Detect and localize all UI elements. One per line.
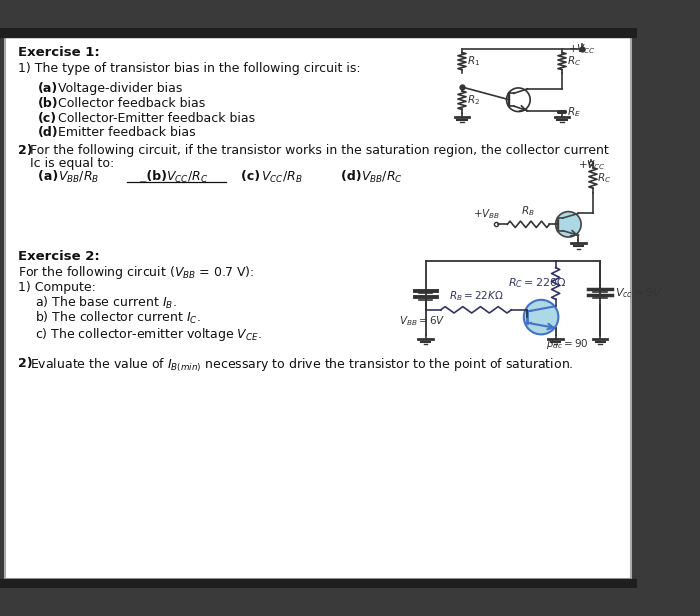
Text: c) The collector-emitter voltage $V_{CE}$.: c) The collector-emitter voltage $V_{CE}… [34,326,262,343]
Text: $\beta_{dc}=90$: $\beta_{dc}=90$ [545,337,589,351]
Text: Collector-Emitter feedback bias: Collector-Emitter feedback bias [54,111,255,124]
Text: (a): (a) [38,170,63,183]
Text: $R_1$: $R_1$ [466,54,480,68]
Text: For the following circuit, if the transistor works in the saturation region, the: For the following circuit, if the transi… [30,144,609,157]
Text: a) The base current $I_B$.: a) The base current $I_B$. [34,295,176,311]
Circle shape [524,300,559,334]
Text: (c): (c) [241,170,265,183]
Text: Evaluate the value of $I_{B(min)}$ necessary to drive the transistor to the poin: Evaluate the value of $I_{B(min)}$ neces… [30,357,573,375]
Bar [0,579,636,588]
Text: (b): (b) [38,97,59,110]
Text: (d): (d) [341,170,366,183]
Text: Exercise 2:: Exercise 2: [18,250,100,263]
Text: $+V_{CC}$: $+V_{CC}$ [578,158,606,172]
Text: (d): (d) [38,126,59,139]
Text: $R_C=220\Omega$: $R_C=220\Omega$ [508,277,567,290]
Text: $R_2$: $R_2$ [466,93,480,107]
Text: Emitter feedback bias: Emitter feedback bias [54,126,195,139]
Text: 2): 2) [18,144,33,157]
Text: $V_{cc}=9V$: $V_{cc}=9V$ [615,286,662,301]
Text: $V_{CC}/R_C$: $V_{CC}/R_C$ [165,170,208,185]
Text: (c): (c) [38,111,57,124]
Text: Exercise 1:: Exercise 1: [18,46,100,59]
Text: $R_B=22K\Omega$: $R_B=22K\Omega$ [449,290,503,304]
Circle shape [556,212,581,237]
Text: $V_{BB}/R_B$: $V_{BB}/R_B$ [58,170,99,185]
Text: (a): (a) [38,83,58,95]
Text: b) The collector current $I_C$.: b) The collector current $I_C$. [34,310,201,326]
Text: $R_B$: $R_B$ [522,204,536,218]
Text: $V_{BB}=6V$: $V_{BB}=6V$ [399,314,445,328]
Text: Voltage-divider bias: Voltage-divider bias [54,83,183,95]
Text: $R_C$: $R_C$ [566,54,581,68]
Circle shape [507,88,530,111]
Text: 1) Compute:: 1) Compute: [18,281,96,294]
Text: 2): 2) [18,357,33,370]
Text: $+V_{BB}$: $+V_{BB}$ [473,207,500,221]
Bar [0,28,636,37]
Text: 1) The type of transistor bias in the following circuit is:: 1) The type of transistor bias in the fo… [18,62,360,75]
Text: $+V_{CC}$: $+V_{CC}$ [568,43,596,56]
Text: Collector feedback bias: Collector feedback bias [54,97,205,110]
FancyBboxPatch shape [6,37,631,579]
Text: $V_{CC}/R_B$: $V_{CC}/R_B$ [261,170,302,185]
Text: _(b): _(b) [127,170,172,183]
Text: $R_E$: $R_E$ [566,105,580,119]
Text: $V_{BB}/R_C$: $V_{BB}/R_C$ [361,170,403,185]
Text: $R_C$: $R_C$ [598,171,612,185]
Text: Ic is equal to:: Ic is equal to: [30,157,114,170]
Text: For the following circuit ($V_{BB}$ = 0.7 V):: For the following circuit ($V_{BB}$ = 0.… [18,264,255,282]
